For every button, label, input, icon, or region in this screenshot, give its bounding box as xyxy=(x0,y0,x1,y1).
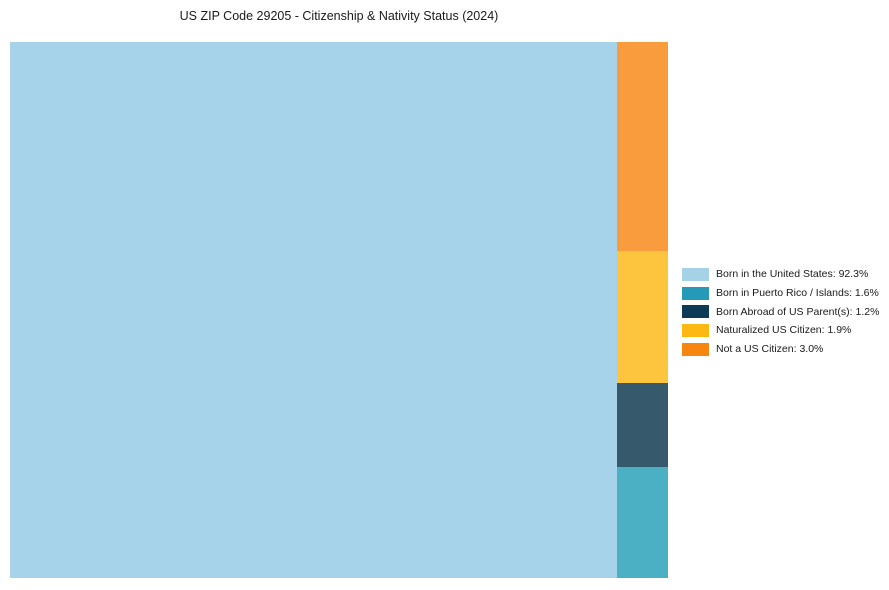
treemap-rect-born-in-puerto-rico-islands[interactable] xyxy=(617,466,668,578)
legend-swatch-born-in-the-united-states xyxy=(682,267,709,281)
treemap-rect-naturalized-us-citizen[interactable] xyxy=(617,250,668,384)
legend-label-not-a-us-citizen: Not a US Citizen: 3.0% xyxy=(716,343,824,356)
legend-label-born-in-the-united-states: Born in the United States: 92.3% xyxy=(716,268,869,281)
legend-swatch-naturalized-us-citizen xyxy=(682,323,709,337)
legend-item-not-a-us-citizen: Not a US Citizen: 3.0% xyxy=(682,340,879,359)
legend-label-born-in-puerto-rico-islands: Born in Puerto Rico / Islands: 1.6% xyxy=(716,287,879,300)
legend-item-naturalized-us-citizen: Naturalized US Citizen: 1.9% xyxy=(682,321,879,340)
legend-label-born-abroad-of-us-parent-s: Born Abroad of US Parent(s): 1.2% xyxy=(716,305,880,318)
treemap-rect-born-abroad-of-us-parent-s[interactable] xyxy=(617,383,668,467)
legend-swatch-born-in-puerto-rico-islands xyxy=(682,286,709,300)
treemap-rect-born-in-the-united-states[interactable] xyxy=(10,42,618,578)
legend-swatch-not-a-us-citizen xyxy=(682,342,709,356)
chart-title: US ZIP Code 29205 - Citizenship & Nativi… xyxy=(179,9,499,23)
legend-item-born-abroad-of-us-parent-s: Born Abroad of US Parent(s): 1.2% xyxy=(682,302,879,321)
legend-swatch-born-abroad-of-us-parent-s xyxy=(682,305,709,319)
treemap-rect-not-a-us-citizen[interactable] xyxy=(617,42,668,251)
legend-label-naturalized-us-citizen: Naturalized US Citizen: 1.9% xyxy=(716,324,852,337)
legend-item-born-in-the-united-states: Born in the United States: 92.3% xyxy=(682,265,879,284)
legend-item-born-in-puerto-rico-islands: Born in Puerto Rico / Islands: 1.6% xyxy=(682,284,879,303)
legend: Born in the United States: 92.3% Born in … xyxy=(682,265,879,358)
